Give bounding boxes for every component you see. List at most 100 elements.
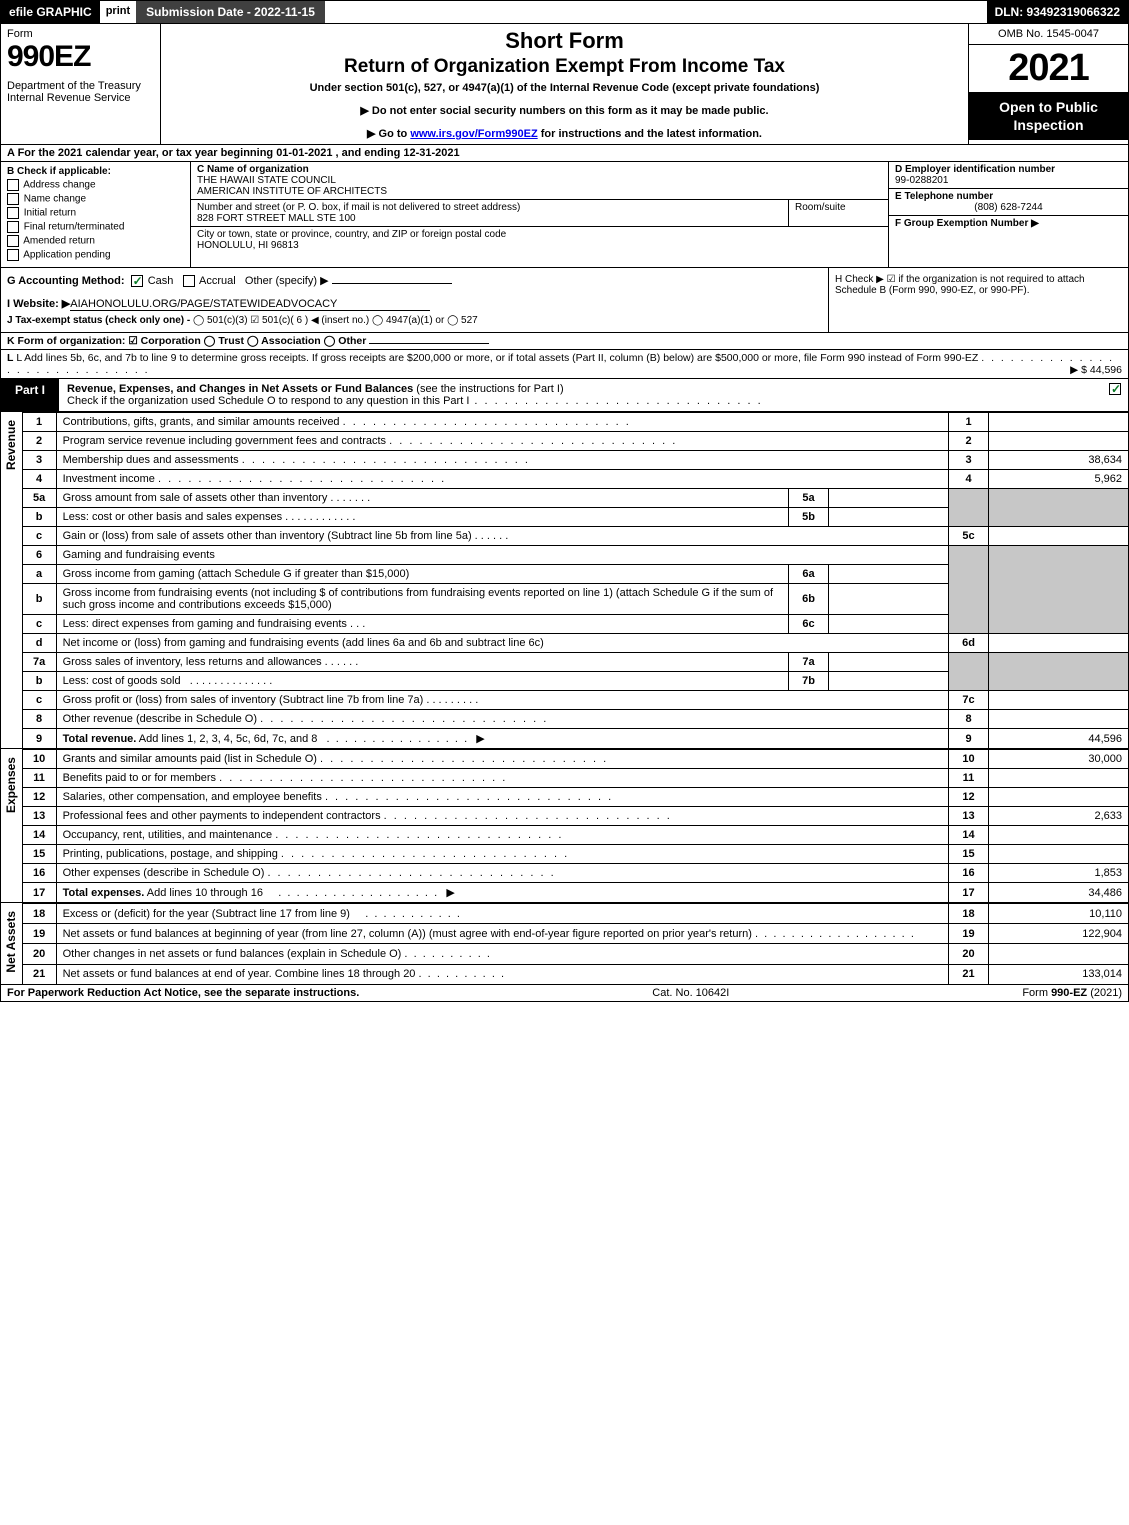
line-11: 11Benefits paid to or for members 11 [22,769,1128,788]
line-desc: Benefits paid to or for members [63,772,216,784]
line-num: 2 [22,432,56,451]
line-ref: 11 [949,769,989,788]
header-middle: Short Form Return of Organization Exempt… [161,24,968,144]
part-1-tab: Part I [1,379,59,411]
form-header: Form 990EZ Department of the Treasury In… [0,24,1129,145]
chk-accrual[interactable] [183,275,195,287]
line-num: 14 [22,826,56,845]
line-num: 6 [22,546,56,565]
section-c: C Name of organization THE HAWAII STATE … [191,162,888,267]
section-b-label: B Check if applicable: [7,166,184,177]
row-h: H Check ▶ ☑ if the organization is not r… [828,268,1128,332]
row-l-amount: ▶ $ 44,596 [1070,364,1122,376]
phone-value: (808) 628-7244 [974,202,1042,213]
part-1-bar: Part I Revenue, Expenses, and Changes in… [0,379,1129,412]
other-org-input[interactable] [369,343,489,344]
gray-cell [949,489,989,527]
part-1-title: Revenue, Expenses, and Changes in Net As… [59,379,1104,411]
line-ref: 2 [949,432,989,451]
line-desc: Net income or (loss) from gaming and fun… [56,634,948,653]
g-label: G Accounting Method: [7,275,125,287]
line-val: 5,962 [989,470,1129,489]
line-desc: Gross amount from sale of assets other t… [63,492,328,504]
row-g: G Accounting Method: Cash Accrual Other … [7,274,822,287]
part-1-checkbox[interactable] [1104,379,1128,411]
gray-cell [989,653,1129,691]
line-ref: 13 [949,807,989,826]
line-6d: dNet income or (loss) from gaming and fu… [22,634,1128,653]
chk-address-change[interactable]: Address change [7,179,184,191]
line-desc: Less: direct expenses from gaming and fu… [63,618,347,630]
line-12: 12Salaries, other compensation, and empl… [22,788,1128,807]
other-specify-input[interactable] [332,283,452,284]
part-1-note: (see the instructions for Part I) [413,383,563,395]
room-label: Room/suite [795,202,846,213]
c-label: C Name of organization [197,164,309,175]
revenue-section: Revenue 1Contributions, gifts, grants, a… [0,412,1129,749]
chk-initial-return-label: Initial return [24,208,76,219]
header-right: OMB No. 1545-0047 2021 Open to Public In… [968,24,1128,144]
line-desc: Contributions, gifts, grants, and simila… [63,416,340,428]
irs-link[interactable]: www.irs.gov/Form990EZ [410,128,537,140]
line-5a: 5aGross amount from sale of assets other… [22,489,1128,508]
line-ref: 4 [949,470,989,489]
section-b: B Check if applicable: Address change Na… [1,162,191,267]
revenue-vlabel: Revenue [0,412,22,749]
line-desc: Gross income from fundraising events (no… [56,584,788,615]
expenses-table: 10Grants and similar amounts paid (list … [22,749,1129,903]
chk-final-return[interactable]: Final return/terminated [7,221,184,233]
org-name-2: AMERICAN INSTITUTE OF ARCHITECTS [197,186,387,197]
line-num: 12 [22,788,56,807]
line-val [989,788,1129,807]
chk-initial-return[interactable]: Initial return [7,207,184,219]
chk-cash[interactable] [131,275,143,287]
line-ref: 10 [949,750,989,769]
sub-val [829,565,949,584]
footer-center: Cat. No. 10642I [359,987,1022,999]
line-num: 16 [22,864,56,883]
row-k-text: K Form of organization: ☑ Corporation ◯ … [7,335,366,347]
chk-amended-return[interactable]: Amended return [7,235,184,247]
line-16: 16Other expenses (describe in Schedule O… [22,864,1128,883]
line-desc: Less: cost or other basis and sales expe… [63,511,283,523]
line-ref: 19 [949,924,989,944]
line-ref: 9 [949,729,989,749]
other-label: Other (specify) ▶ [245,275,329,287]
row-l: L L Add lines 5b, 6c, and 7b to line 9 t… [0,350,1129,379]
chk-application-pending[interactable]: Application pending [7,249,184,261]
line-val [989,413,1129,432]
total-exp-label: Total expenses. [63,887,145,899]
efile-label: efile GRAPHIC [1,1,100,23]
line-desc: Professional fees and other payments to … [63,810,381,822]
line-num: d [22,634,56,653]
top-bar: efile GRAPHIC print Submission Date - 20… [0,0,1129,24]
print-link[interactable]: print [100,1,136,23]
line-val [989,432,1129,451]
chk-application-pending-label: Application pending [23,250,110,261]
total-rev-label: Total revenue. [63,733,137,745]
section-gij: G Accounting Method: Cash Accrual Other … [1,268,828,332]
line-val [989,634,1129,653]
accrual-label: Accrual [199,275,236,287]
header-left: Form 990EZ Department of the Treasury In… [1,24,161,144]
e-label: E Telephone number [895,191,993,202]
chk-name-change-label: Name change [24,194,86,205]
row-j: J Tax-exempt status (check only one) - ◯… [7,315,822,326]
line-val [989,845,1129,864]
section-d: D Employer identification number 99-0288… [888,162,1128,267]
netassets-table: 18Excess or (deficit) for the year (Subt… [22,903,1129,985]
line-num: b [22,584,56,615]
line-ref: 8 [949,710,989,729]
j-label: J Tax-exempt status (check only one) - [7,315,190,326]
chk-name-change[interactable]: Name change [7,193,184,205]
line-ref: 21 [949,964,989,984]
dots [469,395,762,407]
gray-cell [949,653,989,691]
line-val [989,944,1129,964]
line-val: 1,853 [989,864,1129,883]
expenses-section: Expenses 10Grants and similar amounts pa… [0,749,1129,903]
line-3: 3Membership dues and assessments 338,634 [22,451,1128,470]
title-short-form: Short Form [169,28,960,54]
ein-row: D Employer identification number 99-0288… [889,162,1128,189]
line-ref: 6d [949,634,989,653]
